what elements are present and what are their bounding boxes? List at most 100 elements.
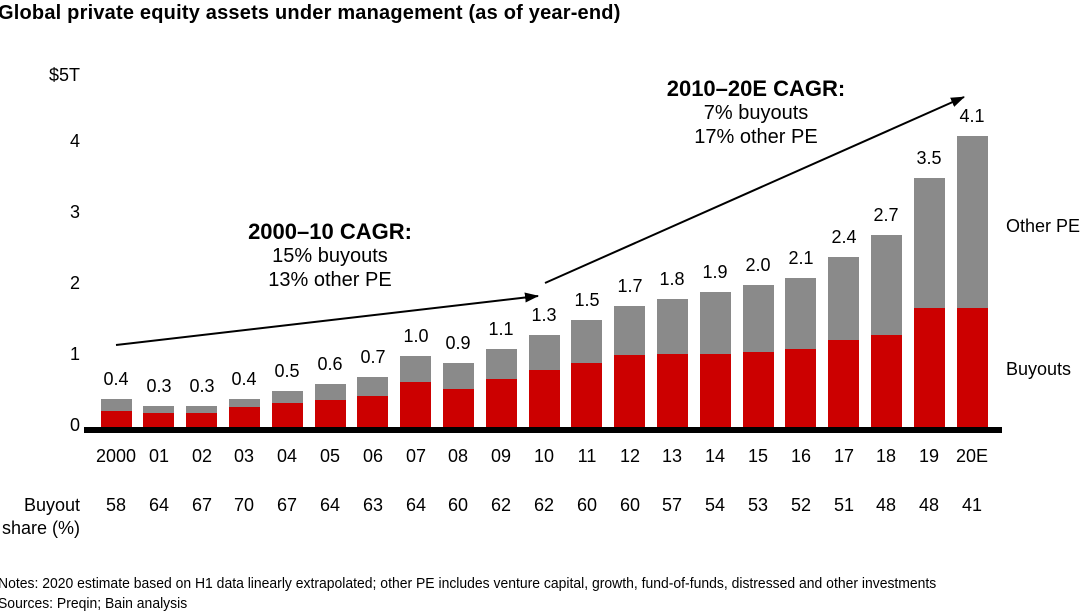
bar-other-pe-08 bbox=[443, 363, 474, 389]
x-axis-year-label: 20E bbox=[955, 446, 989, 466]
bar-total-label: 0.6 bbox=[317, 354, 343, 374]
x-axis-year-label: 08 bbox=[447, 446, 469, 466]
buyout-share-value: 57 bbox=[661, 495, 683, 515]
bar-buyouts-05 bbox=[315, 400, 346, 427]
notes-text: Notes: 2020 estimate based on H1 data li… bbox=[0, 575, 937, 592]
buyout-share-value: 52 bbox=[790, 495, 812, 515]
chart-title: Global private equity assets under manag… bbox=[0, 2, 621, 24]
x-axis-year-label: 04 bbox=[276, 446, 298, 466]
bar-other-pe-07 bbox=[400, 356, 431, 382]
buyout-share-value: 54 bbox=[704, 495, 726, 515]
x-axis-year-label: 18 bbox=[875, 446, 897, 466]
y-axis-max-label: $5T bbox=[48, 65, 80, 85]
bar-total-label: 0.3 bbox=[189, 376, 215, 396]
bar-buyouts-03 bbox=[229, 407, 260, 427]
buyout-share-value: 67 bbox=[191, 495, 213, 515]
buyout-share-value: 41 bbox=[961, 495, 983, 515]
x-axis-year-label: 13 bbox=[661, 446, 683, 466]
series-label-buyouts: Buyouts bbox=[1006, 359, 1072, 379]
bar-buyouts-16 bbox=[785, 349, 816, 427]
bar-total-label: 0.5 bbox=[274, 361, 300, 381]
buyout-share-value: 48 bbox=[918, 495, 940, 515]
x-axis-year-label: 07 bbox=[405, 446, 427, 466]
y-axis-tick-label: 3 bbox=[69, 202, 80, 222]
buyout-share-row-label-line1: Buyout bbox=[23, 495, 80, 515]
annotation-otherpe-line: 13% other PE bbox=[268, 269, 392, 291]
bar-total-label: 0.7 bbox=[360, 347, 386, 367]
bar-other-pe-04 bbox=[272, 391, 303, 403]
bar-buyouts-01 bbox=[143, 413, 174, 427]
bar-total-label: 0.4 bbox=[231, 369, 257, 389]
bar-total-label: 2.1 bbox=[788, 248, 814, 268]
y-axis-tick-label: 4 bbox=[69, 131, 80, 151]
bar-other-pe-19 bbox=[914, 178, 945, 308]
buyout-share-value: 62 bbox=[490, 495, 512, 515]
buyout-share-value: 48 bbox=[875, 495, 897, 515]
bar-other-pe-09 bbox=[486, 349, 517, 379]
x-axis-year-label: 02 bbox=[191, 446, 213, 466]
bar-other-pe-10 bbox=[529, 335, 560, 370]
bar-buyouts-20E bbox=[957, 308, 988, 427]
bar-total-label: 4.1 bbox=[959, 106, 985, 126]
annotation-title: 2010–20E CAGR: bbox=[666, 76, 846, 101]
bar-total-label: 2.0 bbox=[745, 255, 771, 275]
bar-buyouts-06 bbox=[357, 396, 388, 427]
x-axis-year-label: 17 bbox=[833, 446, 855, 466]
bar-buyouts-14 bbox=[700, 354, 731, 427]
bar-other-pe-17 bbox=[828, 257, 859, 340]
buyout-share-value: 58 bbox=[105, 495, 127, 515]
bar-buyouts-19 bbox=[914, 308, 945, 427]
series-label-other-pe: Other PE bbox=[1006, 216, 1080, 236]
bar-other-pe-05 bbox=[315, 384, 346, 400]
bar-other-pe-02 bbox=[186, 406, 217, 413]
x-axis-year-label: 19 bbox=[918, 446, 940, 466]
bar-buyouts-04 bbox=[272, 403, 303, 427]
bar-other-pe-15 bbox=[743, 285, 774, 352]
bar-other-pe-01 bbox=[143, 406, 174, 413]
bar-other-pe-14 bbox=[700, 292, 731, 354]
bar-buyouts-07 bbox=[400, 382, 431, 427]
bar-buyouts-12 bbox=[614, 355, 645, 427]
x-axis-year-label: 06 bbox=[362, 446, 384, 466]
annotation-2000-10-cagr: 2000–10 CAGR: 15% buyouts 13% other PE bbox=[180, 220, 480, 292]
x-axis-year-label: 10 bbox=[533, 446, 555, 466]
bar-total-label: 2.4 bbox=[831, 227, 857, 247]
bar-total-label: 0.4 bbox=[103, 369, 129, 389]
x-axis-baseline bbox=[84, 427, 1002, 433]
bar-other-pe-18 bbox=[871, 235, 902, 335]
bar-buyouts-02 bbox=[186, 413, 217, 427]
bar-other-pe-2000 bbox=[101, 399, 132, 411]
bar-other-pe-13 bbox=[657, 299, 688, 354]
bar-other-pe-12 bbox=[614, 306, 645, 355]
bar-buyouts-15 bbox=[743, 352, 774, 427]
bar-total-label: 3.5 bbox=[916, 148, 942, 168]
bar-total-label: 1.9 bbox=[702, 262, 728, 282]
x-axis-year-label: 12 bbox=[619, 446, 641, 466]
bar-buyouts-10 bbox=[529, 370, 560, 427]
annotation-buyouts-line: 15% buyouts bbox=[272, 245, 388, 267]
x-axis-year-label: 05 bbox=[319, 446, 341, 466]
bar-total-label: 1.7 bbox=[617, 276, 643, 296]
x-axis-year-label: 01 bbox=[148, 446, 170, 466]
x-axis-year-label: 16 bbox=[790, 446, 812, 466]
annotation-otherpe-line: 17% other PE bbox=[694, 126, 818, 148]
bar-buyouts-08 bbox=[443, 389, 474, 427]
bar-other-pe-20E bbox=[957, 136, 988, 308]
bar-buyouts-18 bbox=[871, 335, 902, 427]
x-axis-year-label: 2000 bbox=[95, 446, 137, 466]
bar-other-pe-03 bbox=[229, 399, 260, 407]
buyout-share-value: 62 bbox=[533, 495, 555, 515]
bar-buyouts-11 bbox=[571, 363, 602, 427]
bar-total-label: 1.5 bbox=[574, 290, 600, 310]
bar-buyouts-13 bbox=[657, 354, 688, 427]
annotation-title: 2000–10 CAGR: bbox=[248, 219, 412, 244]
bar-total-label: 1.8 bbox=[659, 269, 685, 289]
y-axis-tick-label: 0 bbox=[69, 415, 80, 435]
buyout-share-value: 64 bbox=[405, 495, 427, 515]
x-axis-year-label: 09 bbox=[490, 446, 512, 466]
buyout-share-value: 64 bbox=[148, 495, 170, 515]
bar-other-pe-11 bbox=[571, 320, 602, 363]
bar-total-label: 0.3 bbox=[146, 376, 172, 396]
bar-buyouts-17 bbox=[828, 340, 859, 427]
